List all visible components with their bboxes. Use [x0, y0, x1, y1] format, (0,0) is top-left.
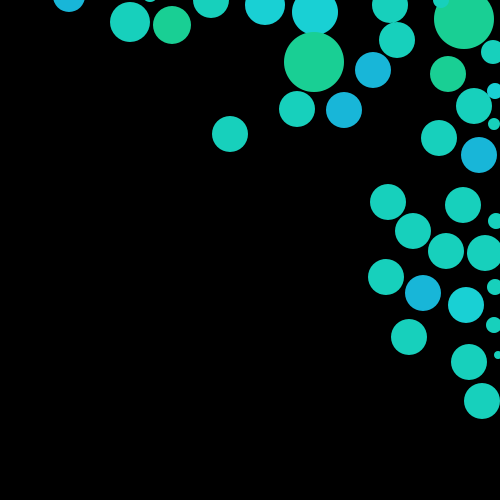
dot: [488, 213, 500, 229]
dot: [292, 0, 338, 35]
dot: [212, 116, 248, 152]
dot: [153, 6, 191, 44]
dot: [448, 287, 484, 323]
dot: [428, 233, 464, 269]
dot: [372, 0, 408, 23]
dot: [433, 0, 449, 8]
dot: [355, 52, 391, 88]
dot: [405, 275, 441, 311]
dot: [53, 0, 85, 12]
dot: [481, 40, 500, 64]
dot: [395, 213, 431, 249]
dot: [391, 319, 427, 355]
dot: [451, 344, 487, 380]
dot: [284, 32, 344, 92]
dot: [326, 92, 362, 128]
dot: [421, 120, 457, 156]
dot: [461, 137, 497, 173]
dot: [486, 317, 500, 333]
dot: [487, 279, 500, 295]
dot: [245, 0, 285, 25]
dot: [144, 0, 156, 2]
dot: [193, 0, 229, 18]
dot: [368, 259, 404, 295]
dot: [464, 383, 500, 419]
dot: [456, 88, 492, 124]
dot: [110, 2, 150, 42]
dot: [467, 235, 500, 271]
dot: [379, 22, 415, 58]
dot: [488, 118, 500, 130]
dot: [434, 0, 494, 49]
dot: [445, 187, 481, 223]
dot: [494, 351, 500, 359]
dot: [487, 83, 500, 99]
dot: [279, 91, 315, 127]
dot: [370, 184, 406, 220]
dot: [430, 56, 466, 92]
